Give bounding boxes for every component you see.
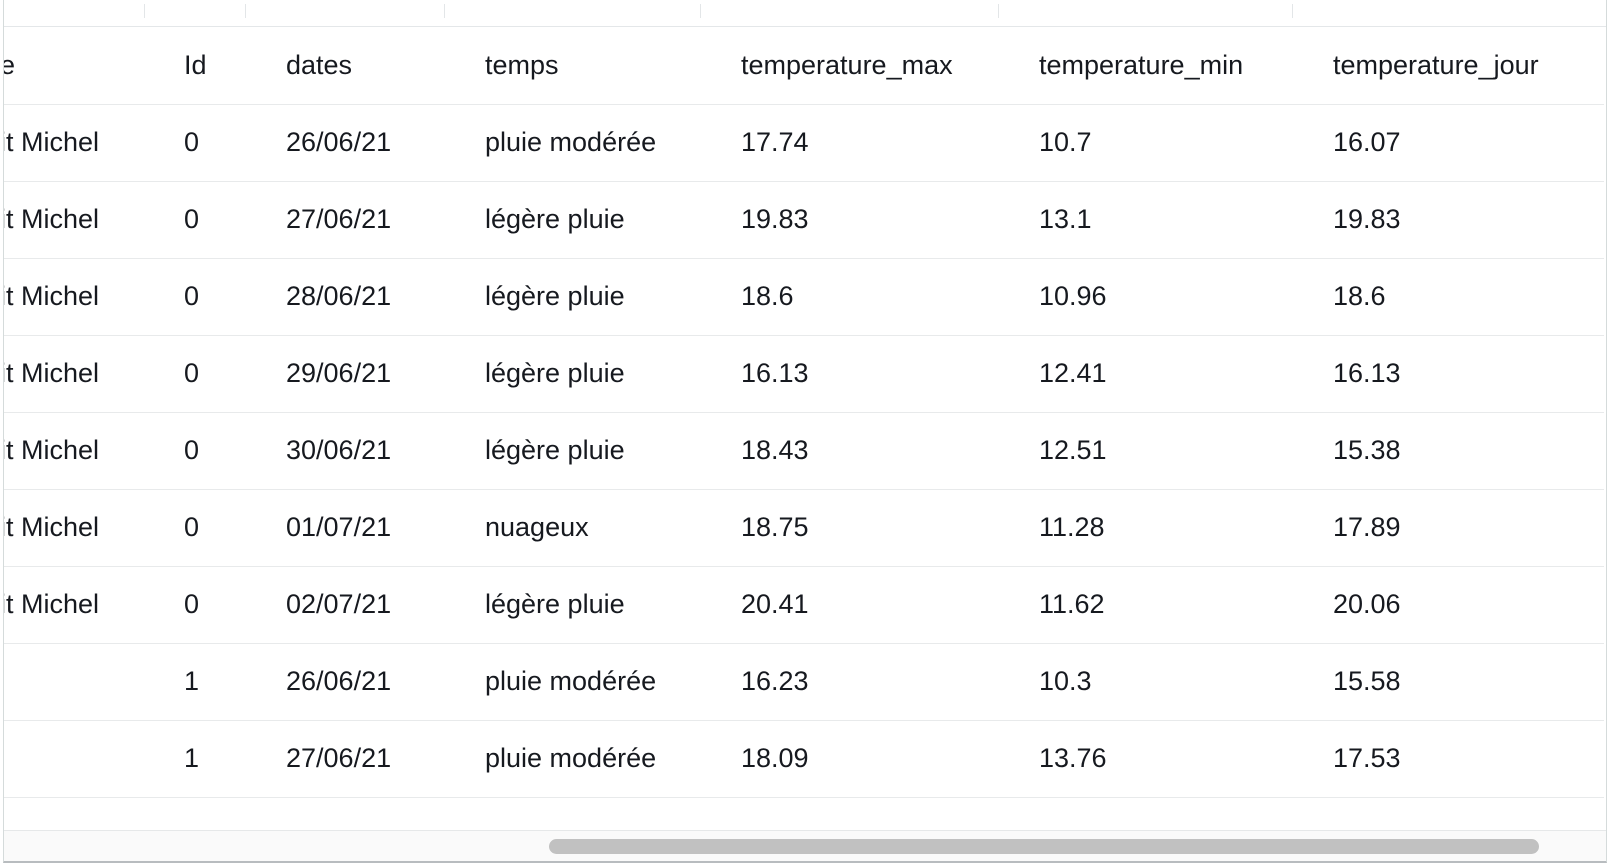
cell-temps: pluie modérée	[475, 104, 731, 182]
cell-dates: 26/06/21	[276, 643, 475, 721]
cell-temperature-min: 10.96	[1029, 258, 1323, 336]
column-divider	[700, 4, 701, 18]
table-row[interactable]: it Michel 0 26/06/21 pluie modérée 17.74 10.7…	[4, 104, 1604, 182]
cell-temperature-min: 11.62	[1029, 566, 1323, 644]
column-divider	[444, 4, 445, 18]
cell-temperature-jour: 15.58	[1323, 643, 1604, 721]
data-table-panel: e Id dates temps temperature_max tempera…	[3, 0, 1607, 863]
table-header-row: e Id dates temps temperature_max tempera…	[4, 27, 1604, 105]
table-row[interactable]: it Michel 0 28/06/21 légère pluie 18.6 10.96 1…	[4, 258, 1604, 336]
table-row[interactable]: it Michel 0 27/06/21 légère pluie 19.83 13.1 1…	[4, 181, 1604, 259]
column-header-temps[interactable]: temps	[475, 27, 731, 105]
cell-temperature-max: 18.09	[731, 720, 1029, 798]
cell-id: 0	[174, 412, 276, 490]
cell-temps: légère pluie	[475, 412, 731, 490]
table-row[interactable]: 1 26/06/21 pluie modérée 16.23 10.3 15.58	[4, 643, 1604, 721]
table-row[interactable]: it Michel 0 30/06/21 légère pluie 18.43 12.51…	[4, 412, 1604, 490]
cell-name: it Michel	[4, 181, 174, 259]
column-header-id[interactable]: Id	[174, 27, 276, 105]
cell-name: it Michel	[4, 412, 174, 490]
cell-name	[4, 720, 174, 798]
cell-temps: nuageux	[475, 489, 731, 567]
table-row[interactable]: it Michel 0 29/06/21 légère pluie 16.13 12.41…	[4, 335, 1604, 413]
cell-dates: 28/06/21	[276, 258, 475, 336]
cell-name: it Michel	[4, 258, 174, 336]
scrollbar-thumb[interactable]	[549, 839, 1539, 854]
results-table: e Id dates temps temperature_max tempera…	[4, 27, 1604, 798]
cell-temperature-max: 16.13	[731, 335, 1029, 413]
cell-dates: 30/06/21	[276, 412, 475, 490]
cell-dates: 27/06/21	[276, 720, 475, 798]
cell-id: 1	[174, 643, 276, 721]
cell-temperature-jour: 15.38	[1323, 412, 1604, 490]
cell-temperature-max: 18.75	[731, 489, 1029, 567]
cell-id: 1	[174, 720, 276, 798]
cell-dates: 29/06/21	[276, 335, 475, 413]
cell-id: 0	[174, 489, 276, 567]
cell-temperature-min: 10.7	[1029, 104, 1323, 182]
cell-id: 0	[174, 566, 276, 644]
table-row[interactable]: it Michel 0 02/07/21 légère pluie 20.41 11.62…	[4, 566, 1604, 644]
cell-temperature-jour: 16.07	[1323, 104, 1604, 182]
cell-temperature-jour: 17.89	[1323, 489, 1604, 567]
column-header-temperature-min[interactable]: temperature_min	[1029, 27, 1323, 105]
table-viewport[interactable]: e Id dates temps temperature_max tempera…	[4, 27, 1606, 798]
column-header-name[interactable]: e	[4, 27, 174, 105]
filter-row	[4, 0, 1606, 27]
cell-temps: légère pluie	[475, 335, 731, 413]
horizontal-scrollbar[interactable]	[4, 830, 1606, 861]
column-divider	[1292, 4, 1293, 18]
cell-dates: 26/06/21	[276, 104, 475, 182]
cell-id: 0	[174, 335, 276, 413]
cell-name	[4, 643, 174, 721]
column-divider	[998, 4, 999, 18]
cell-id: 0	[174, 104, 276, 182]
cell-temperature-jour: 16.13	[1323, 335, 1604, 413]
cell-temps: légère pluie	[475, 181, 731, 259]
column-header-dates[interactable]: dates	[276, 27, 475, 105]
cell-temperature-jour: 17.53	[1323, 720, 1604, 798]
cell-dates: 01/07/21	[276, 489, 475, 567]
cell-temperature-min: 13.1	[1029, 181, 1323, 259]
cell-temperature-min: 10.3	[1029, 643, 1323, 721]
cell-temperature-min: 11.28	[1029, 489, 1323, 567]
cell-name: it Michel	[4, 489, 174, 567]
cell-temperature-max: 19.83	[731, 181, 1029, 259]
table-body: it Michel 0 26/06/21 pluie modérée 17.74 10.7…	[4, 104, 1604, 798]
cell-temperature-max: 17.74	[731, 104, 1029, 182]
cell-temperature-min: 13.76	[1029, 720, 1323, 798]
cell-temperature-min: 12.51	[1029, 412, 1323, 490]
cell-temperature-min: 12.41	[1029, 335, 1323, 413]
cell-temperature-max: 16.23	[731, 643, 1029, 721]
cell-temps: légère pluie	[475, 566, 731, 644]
cell-id: 0	[174, 258, 276, 336]
table-row[interactable]: it Michel 0 01/07/21 nuageux 18.75 11.28 17.89	[4, 489, 1604, 567]
column-header-temperature-jour[interactable]: temperature_jour	[1323, 27, 1604, 105]
cell-temps: légère pluie	[475, 258, 731, 336]
cell-dates: 27/06/21	[276, 181, 475, 259]
cell-temperature-max: 18.6	[731, 258, 1029, 336]
table-row[interactable]: 1 27/06/21 pluie modérée 18.09 13.76 17.53	[4, 720, 1604, 798]
cell-name: it Michel	[4, 566, 174, 644]
cell-dates: 02/07/21	[276, 566, 475, 644]
cell-temps: pluie modérée	[475, 720, 731, 798]
cell-id: 0	[174, 181, 276, 259]
column-divider	[245, 4, 246, 18]
cell-temperature-max: 20.41	[731, 566, 1029, 644]
cell-temperature-jour: 18.6	[1323, 258, 1604, 336]
column-divider	[144, 4, 145, 18]
cell-temperature-jour: 20.06	[1323, 566, 1604, 644]
cell-name: it Michel	[4, 104, 174, 182]
cell-temperature-jour: 19.83	[1323, 181, 1604, 259]
cell-name: it Michel	[4, 335, 174, 413]
column-header-temperature-max[interactable]: temperature_max	[731, 27, 1029, 105]
cell-temperature-max: 18.43	[731, 412, 1029, 490]
cell-temps: pluie modérée	[475, 643, 731, 721]
